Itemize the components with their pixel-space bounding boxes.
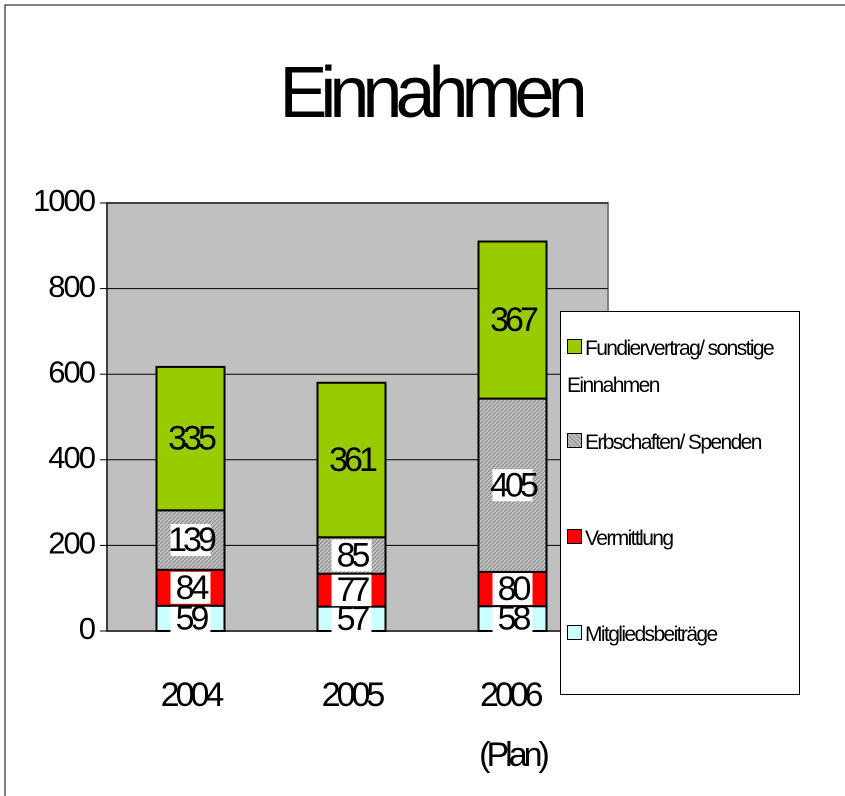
data-label: 139 xyxy=(168,521,216,559)
data-label: 361 xyxy=(329,441,377,479)
legend-entry: Mitgliedsbeiträge xyxy=(567,616,799,653)
legend-swatch xyxy=(567,625,582,640)
data-label: 85 xyxy=(337,536,370,574)
data-label-bg xyxy=(170,524,211,557)
data-label-bg xyxy=(170,602,211,635)
chart-title: Einnahmen xyxy=(279,53,583,133)
y-tick-label: 200 xyxy=(48,526,95,561)
y-tick-label: 1000 xyxy=(33,183,96,218)
data-label-bg xyxy=(331,574,372,607)
data-label-bg xyxy=(331,602,372,635)
data-label-bg xyxy=(170,571,211,604)
legend-entry: Erbschaften/ Spenden xyxy=(567,424,799,461)
page-border xyxy=(4,4,845,796)
legend-label: Fundiervertrag/ sonstige Einnahmen xyxy=(567,337,775,397)
y-tick-label: 600 xyxy=(48,354,95,389)
legend-label: Mitgliedsbeiträge xyxy=(585,623,718,646)
legend-swatch xyxy=(567,433,582,448)
legend-label: Erbschaften/ Spenden xyxy=(585,431,762,454)
data-label: 405 xyxy=(490,466,538,504)
legend-entry: Vermittlung xyxy=(567,520,799,557)
data-label-bg xyxy=(492,573,533,606)
y-tick-label: 0 xyxy=(79,611,96,646)
x-tick-label: 2005 xyxy=(322,676,385,714)
legend-swatch xyxy=(567,339,582,354)
legend-entry: Fundiervertrag/ sonstige Einnahmen xyxy=(567,330,799,404)
y-tick-label: 800 xyxy=(48,269,95,304)
y-tick-label: 400 xyxy=(48,440,95,475)
data-label: 367 xyxy=(490,301,538,339)
data-label: 77 xyxy=(337,571,370,609)
data-label-bg xyxy=(492,602,533,635)
legend-swatch xyxy=(567,529,582,544)
bar-segment xyxy=(477,240,548,400)
data-label: 84 xyxy=(176,569,209,607)
data-label: 335 xyxy=(168,420,216,458)
x-tick-label: 2006 (Plan) xyxy=(479,676,548,774)
legend: Fundiervertrag/ sonstige Einnahmen Erbsch… xyxy=(560,311,800,695)
bar-segment xyxy=(316,381,387,539)
x-tick-label: 2004 xyxy=(161,676,224,714)
data-label-bg xyxy=(492,469,533,502)
legend-label: Vermittlung xyxy=(585,527,674,550)
data-label: 80 xyxy=(498,570,531,608)
data-label-bg xyxy=(331,539,372,572)
bar-segment xyxy=(155,365,226,512)
